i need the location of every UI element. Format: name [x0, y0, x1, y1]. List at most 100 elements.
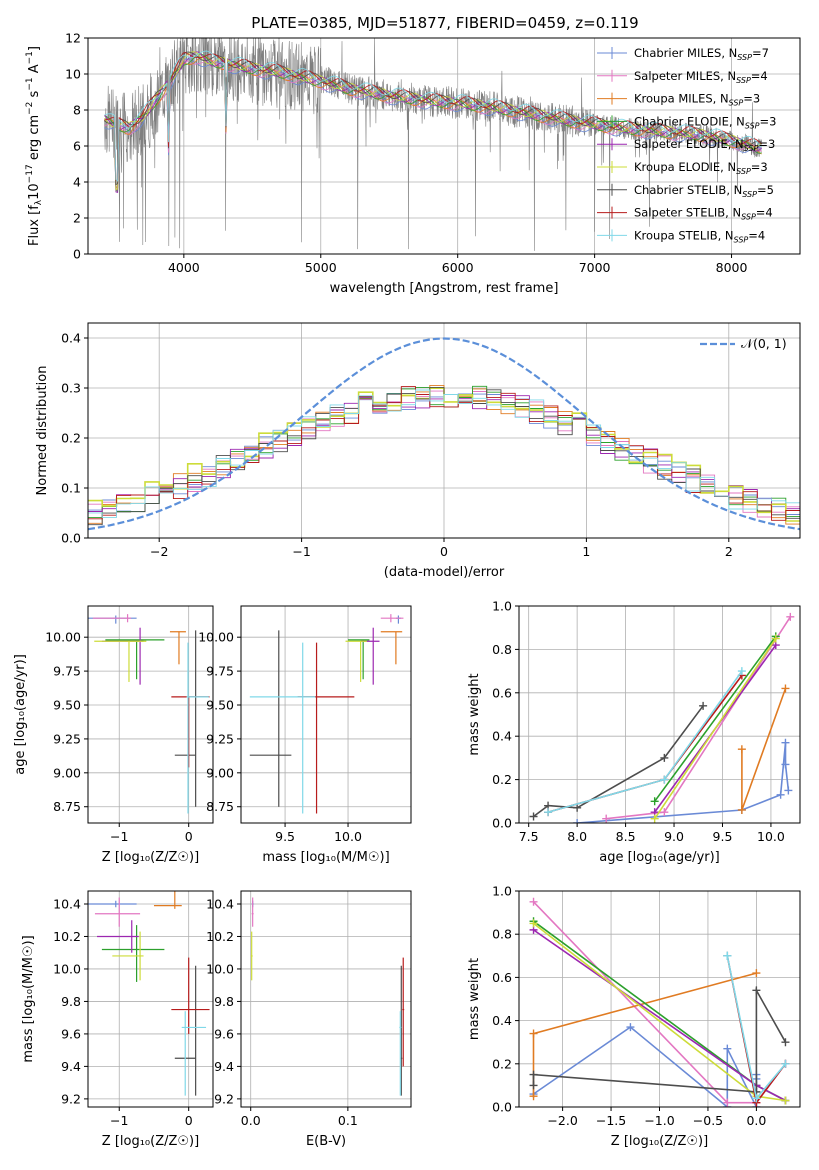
mass_vs_Z-ytick-label-2: 9.6 [61, 1026, 81, 1041]
age_vs_mass-ytick-label-1: 9.00 [206, 765, 234, 780]
residuals-ytick-label-4: 0.4 [61, 331, 81, 346]
mass_vs_ebv-plot-area [250, 897, 405, 1096]
weight_vs_Z-point-6-3 [752, 986, 761, 995]
mass_vs_Z-frame [87, 890, 214, 1108]
legend-label-5: Kroupa ELODIE, NSSP=3 [634, 160, 768, 176]
age_vs_mass-ytick-label-2: 9.25 [206, 731, 234, 746]
weight_vs_age-ytick-label-4: 0.8 [492, 642, 512, 657]
residuals-xtick-label-0: −2 [150, 544, 168, 559]
weight_vs_Z-series-0 [533, 1026, 758, 1107]
age_vs_Z-ytick-label-1: 9.00 [53, 765, 81, 780]
weight_vs_Z-xtick-label-0: −2.0 [547, 1113, 577, 1128]
weight_vs_age-point-1-0 [602, 814, 611, 823]
weight_vs_age-point-8-1 [660, 775, 669, 784]
weight_vs_Z-point-0-1 [626, 1023, 635, 1032]
spectrum-ylabel: Flux [fλ10−17 erg cm−2 s−1 A−1] [25, 46, 44, 246]
age_vs_mass-ytick-label-5: 10.00 [198, 630, 234, 645]
mass_vs_Z-ytick-label-6: 10.4 [53, 896, 81, 911]
weight_vs_age-series-2 [741, 688, 787, 811]
mass_vs_ebv-frame [240, 890, 412, 1108]
age_vs_mass-frame [240, 605, 412, 824]
weight_vs_age-ytick-label-2: 0.4 [492, 729, 512, 744]
age_vs_Z-xtick-label-1: 0 [185, 829, 193, 844]
spectrum-xtick-label-0: 4000 [168, 260, 200, 275]
residuals-ytick-label-1: 0.1 [61, 481, 81, 496]
weight_vs_age-point-8-2 [737, 667, 746, 676]
weight_vs_age-point-1-2 [786, 612, 795, 621]
spectrum-model-line-7 [104, 52, 762, 181]
mass_vs_ebv-ytick-label-2: 9.6 [214, 1026, 234, 1041]
legend-label-6: Chabrier STELIB, NSSP=5 [634, 183, 774, 199]
residuals-ytick-label-2: 0.2 [61, 431, 81, 446]
mass_vs_Z-ylabel: mass [log₁₀(M/M☉)] [21, 935, 36, 1062]
age_vs_mass-ytick-label-4: 9.75 [206, 664, 234, 679]
residual-histogram-6 [88, 386, 800, 526]
mass_vs_Z-ytick-label-4: 10.0 [53, 961, 81, 976]
weight_vs_age-point-6-0 [529, 812, 538, 821]
weight_vs_Z-point-5-2 [781, 1096, 790, 1105]
spectrum-ytick-label-0: 0 [73, 247, 81, 262]
weight_vs_Z-ytick-label-4: 0.8 [492, 927, 512, 942]
age_vs_Z-frame [87, 605, 214, 824]
spectrum-xtick-label-3: 7000 [579, 260, 611, 275]
weight_vs_Z-xlabel: Z [log₁₀(Z/Z☉)] [611, 1134, 708, 1149]
normal-distribution-curve [88, 337, 800, 531]
weight_vs_age-xtick-label-2: 8.5 [616, 829, 636, 844]
weight_vs_age-series-0 [577, 742, 790, 823]
weight_vs_age-point-1-1 [660, 808, 669, 817]
mass_vs_Z-ytick-label-0: 9.2 [61, 1091, 81, 1106]
weight_vs_age-point-6-4 [699, 701, 708, 710]
weight_vs_age-series-3 [654, 635, 777, 802]
mass_vs_ebv-ytick-label-0: 9.2 [214, 1091, 234, 1106]
residuals-xtick-label-3: 1 [582, 544, 590, 559]
weight_vs_age-point-2-1 [737, 805, 746, 814]
weight_vs_age-point-5-1 [771, 634, 780, 643]
weight_vs_age-point-2-2 [781, 684, 790, 693]
weight_vs_age-frame [518, 605, 801, 824]
legend-label-0: Chabrier MILES, NSSP=7 [634, 46, 769, 62]
mass_vs_ebv-ytick-label-3: 9.8 [214, 994, 234, 1009]
weight_vs_Z-point-8-2 [752, 1094, 761, 1103]
mass_vs_Z-xtick-label-0: −1 [110, 1113, 128, 1128]
spectrum-xtick-label-4: 8000 [716, 260, 748, 275]
residuals-xtick-label-1: −1 [292, 544, 310, 559]
spectrum-panel: 4000 5000 6000 7000 8000 0 2 4 6 8 10 12 wavelength … [25, 31, 801, 296]
mass_vs_ebv-xtick-label-1: 0.1 [338, 1113, 358, 1128]
residual-histogram-8 [88, 389, 800, 518]
mass_vs_Z-ytick-label-1: 9.4 [61, 1059, 81, 1074]
weight_vs_age-point-0-4 [781, 760, 790, 769]
weight_vs_age-point-3-0 [650, 797, 659, 806]
residuals-ylabel: Normed distribution [35, 366, 50, 496]
spectrum-xtick-label-2: 6000 [442, 260, 474, 275]
age_vs_Z-ytick-label-4: 9.75 [53, 664, 81, 679]
weight_vs_Z-point-1-0 [529, 897, 538, 906]
mass_vs_ebv-xtick-label-0: 0.0 [241, 1113, 261, 1128]
weight_vs_age-point-0-3 [781, 738, 790, 747]
residuals-panel: −2 −1 0 1 2 0.0 0.1 0.2 0.3 0.4 (data-model)/error… [35, 322, 801, 580]
mass_vs_Z-xtick-label-1: 0 [185, 1113, 193, 1128]
weight_vs_Z-ytick-label-1: 0.2 [492, 1056, 512, 1071]
spectrum-ytick-label-5: 10 [65, 67, 81, 82]
mass_vs_ebv-ytick-label-6: 10.4 [206, 896, 234, 911]
figure-title: PLATE=0385, MJD=51877, FIBERID=0459, z=0… [251, 14, 638, 32]
mass_vs_ebv-ytick-label-1: 9.4 [214, 1059, 234, 1074]
age_vs_Z-ytick-label-0: 8.75 [53, 799, 81, 814]
age_vs_mass-xtick-label-0: 9.5 [275, 829, 295, 844]
age_vs_Z-xtick-label-0: −1 [110, 829, 128, 844]
legend-label-7: Salpeter STELIB, NSSP=4 [634, 206, 773, 222]
residuals-plot-area [88, 337, 800, 531]
spectrum-ytick-label-3: 6 [73, 139, 81, 154]
weight_vs_Z-point-5-0 [529, 919, 538, 928]
weight_vs_age-ytick-label-5: 1.0 [492, 599, 512, 614]
age_vs_mass-plot-area [249, 614, 404, 814]
mass_vs_ebv-ytick-label-4: 10.0 [206, 961, 234, 976]
weight_vs_Z-point-1-1 [723, 1098, 732, 1107]
mass_vs_ebv-xlabel: E(B-V) [306, 1134, 346, 1149]
age_vs_Z-ytick-label-3: 9.50 [53, 698, 81, 713]
age_vs_Z-ytick-label-5: 10.00 [45, 630, 81, 645]
weight_vs_age-ytick-label-3: 0.6 [492, 685, 512, 700]
weight_vs_Z-point-6-4 [781, 1038, 790, 1047]
weight_vs_Z-panel: −2.0 −1.5 −1.0 −0.5 0.0 0.0 0.2 0.4 0.6 0.8 1.0 Z [… [467, 884, 801, 1149]
weight_vs_age-xtick-label-4: 9.5 [713, 829, 733, 844]
weight_vs_Z-xtick-label-3: −0.5 [693, 1113, 723, 1128]
